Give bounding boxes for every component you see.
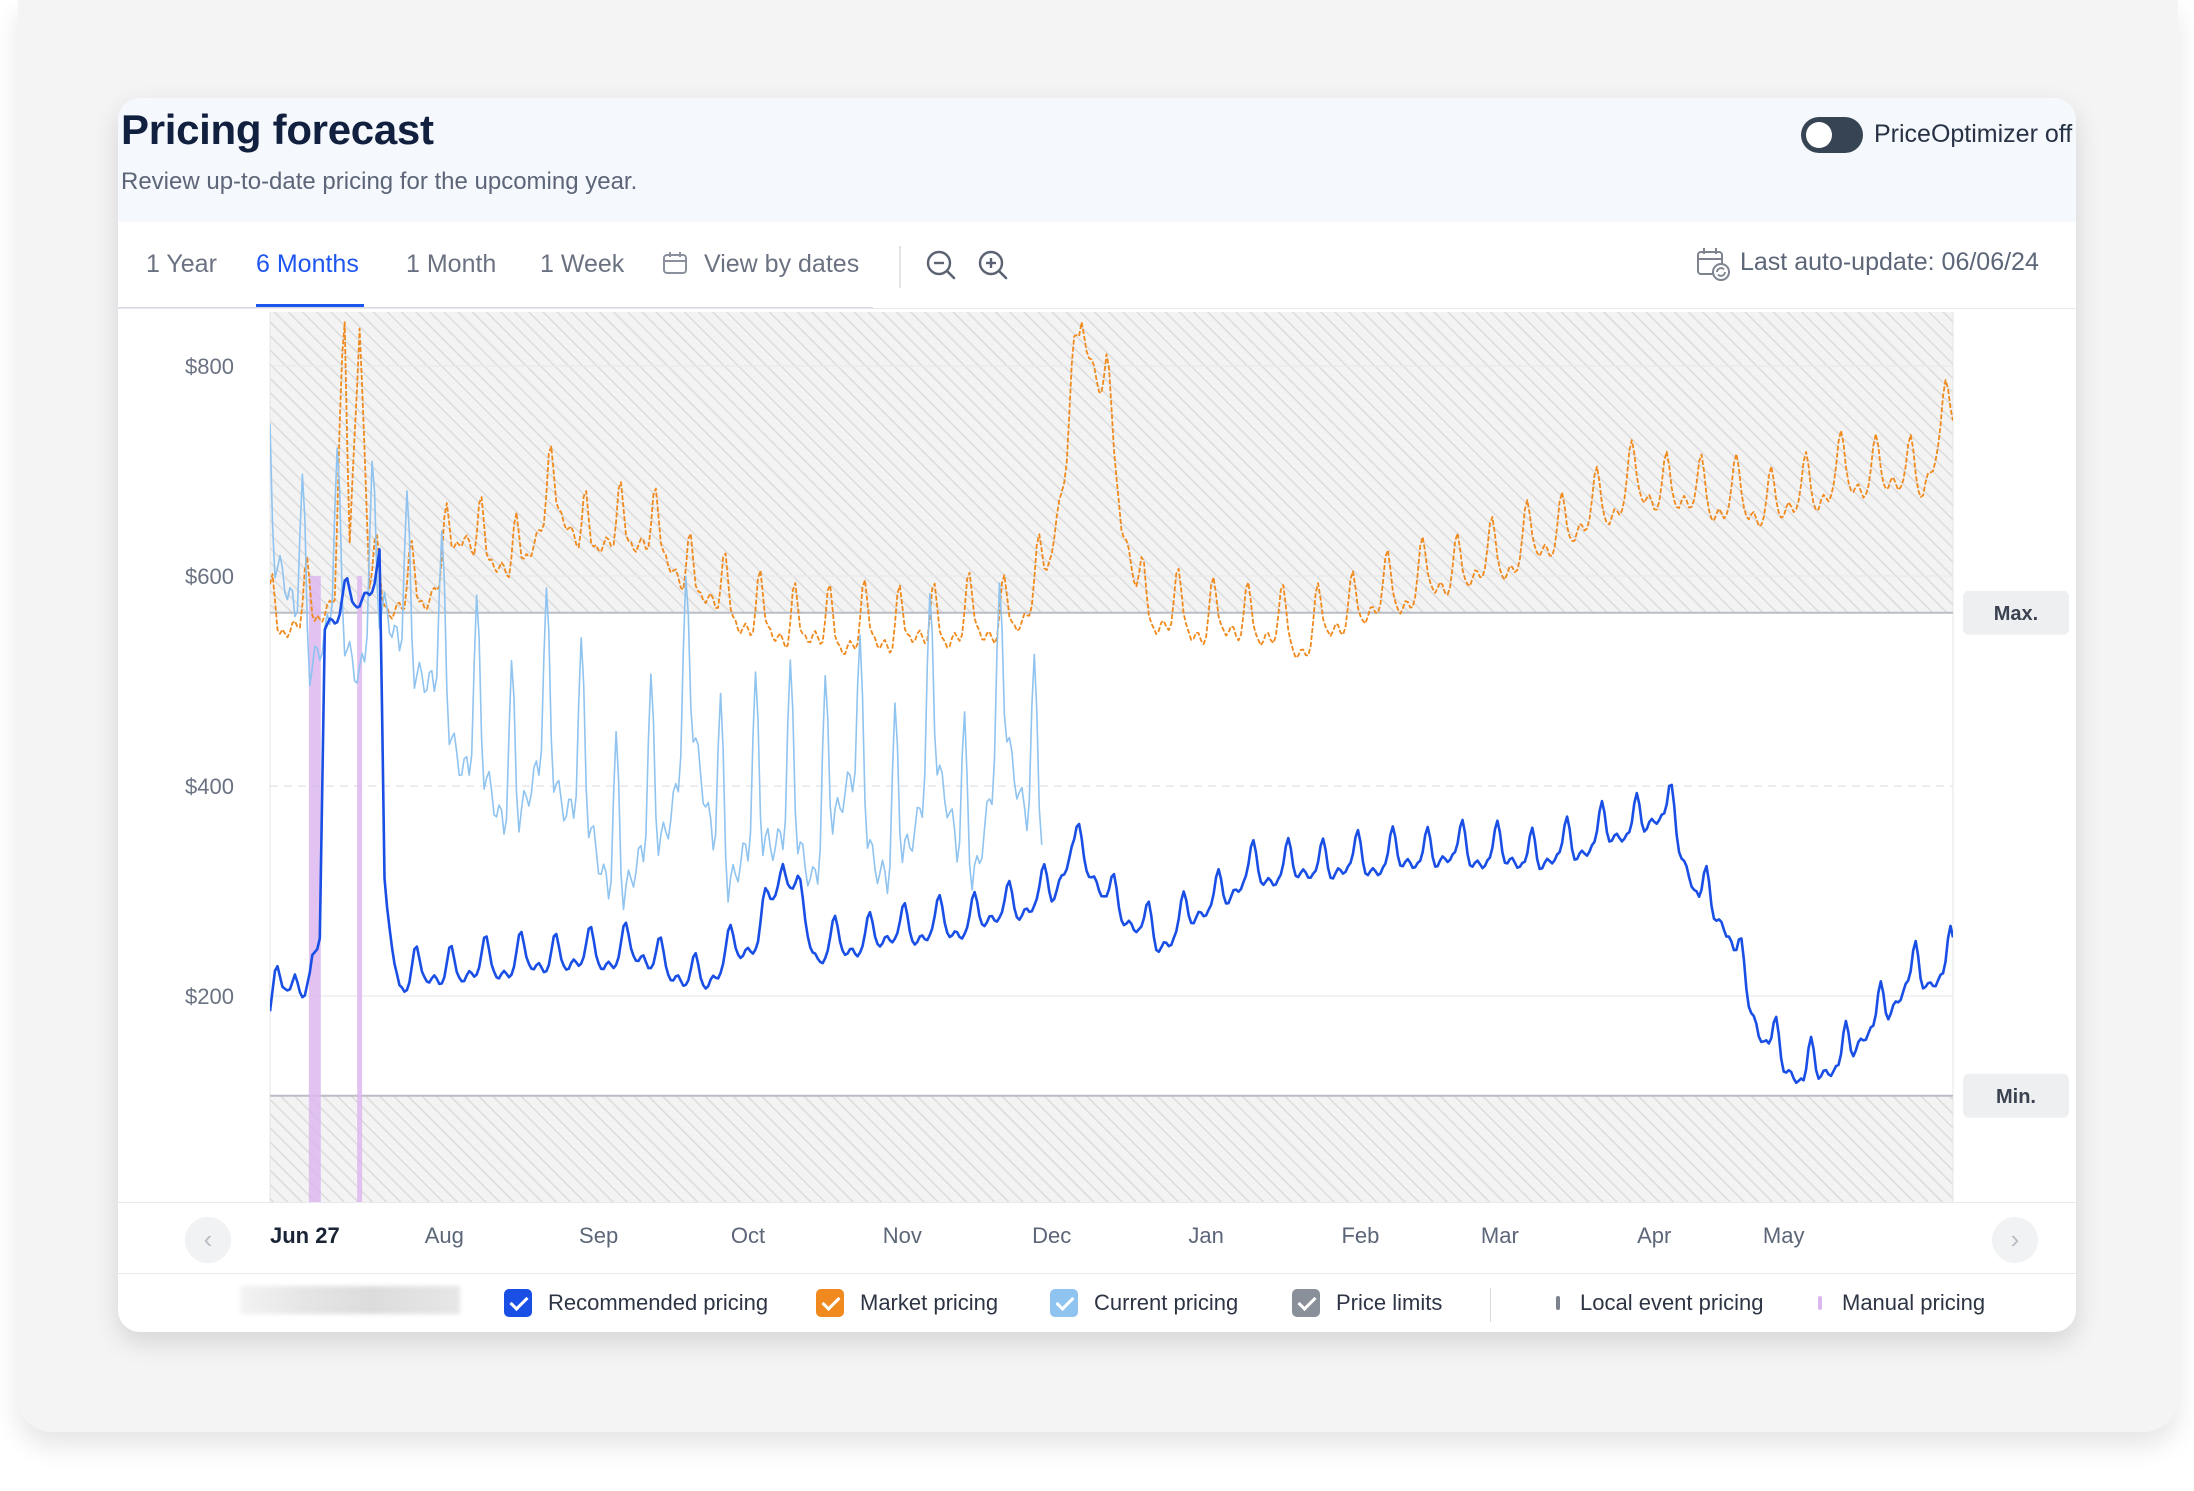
max-limit-chip	[1963, 590, 2069, 635]
legend-price-limits[interactable]: Price limits	[1292, 1288, 1442, 1318]
x-axis-label: Nov	[882, 1223, 922, 1248]
y-tick-label: $200	[185, 984, 234, 1009]
above-max-zone	[270, 312, 1953, 613]
blurred-placeholder	[240, 1286, 460, 1314]
toolbar-divider	[899, 246, 901, 288]
legend-market-pricing[interactable]: Market pricing	[816, 1288, 998, 1318]
tab-view-by-dates[interactable]: View by dates	[704, 250, 860, 278]
x-axis-label: Aug	[424, 1223, 464, 1248]
x-axis-label: May	[1762, 1223, 1805, 1248]
tabs-baseline	[118, 307, 873, 308]
legend-local-event-pricing: Local event pricing	[1556, 1288, 1763, 1318]
legend-manual-pricing: Manual pricing	[1818, 1288, 1985, 1318]
series-current-pricing	[270, 423, 1043, 911]
last-update-text: Last auto-update: 06/06/24	[1740, 248, 2039, 276]
y-tick-label: $600	[185, 564, 234, 589]
legend-label: Recommended pricing	[548, 1290, 769, 1315]
y-tick-label: $800	[185, 354, 234, 379]
y-tick-label: $400	[185, 774, 234, 799]
chart-legend: Recommended pricing Market pricing Curre…	[118, 1274, 2076, 1332]
next-period-button[interactable]: ›	[1992, 1217, 2038, 1263]
manual-pricing-marker	[1818, 1296, 1822, 1310]
x-axis-label: Apr	[1637, 1223, 1672, 1248]
tab-1-year[interactable]: 1 Year	[146, 250, 217, 278]
legend-label: Local event pricing	[1580, 1290, 1764, 1315]
legend-divider	[1490, 1288, 1491, 1322]
zoom-out-icon[interactable]	[924, 248, 958, 282]
legend-label: Market pricing	[860, 1290, 999, 1315]
price-limits-checkbox[interactable]	[1292, 1289, 1320, 1317]
prev-period-button[interactable]: ‹	[185, 1217, 231, 1263]
calendar-refresh-icon	[1697, 248, 1730, 281]
range-tabs: 1 Year 6 Months 1 Month 1 Week View by d…	[118, 222, 2076, 309]
price-optimizer-label: PriceOptimizer off	[1874, 120, 2073, 148]
zoom-in-icon[interactable]	[976, 248, 1010, 282]
current-pricing-checkbox[interactable]	[1050, 1289, 1078, 1317]
tab-1-week[interactable]: 1 Week	[540, 250, 625, 278]
price-optimizer-toggle[interactable]	[1801, 117, 1863, 153]
below-min-zone	[270, 1095, 1953, 1202]
x-axis-label: Jan	[1188, 1223, 1224, 1248]
active-tab-underline	[256, 304, 364, 307]
x-axis-label: Sep	[579, 1223, 619, 1248]
series-market-pricing	[270, 321, 1953, 659]
page-subtitle: Review up-to-date pricing for the upcomi…	[121, 168, 638, 195]
market-pricing-checkbox[interactable]	[816, 1289, 844, 1317]
legend-label: Current pricing	[1094, 1290, 1239, 1315]
legend-recommended-pricing[interactable]: Recommended pricing	[504, 1288, 768, 1318]
manual-pricing-bar	[357, 576, 363, 1202]
min-limit-chip	[1963, 1073, 2069, 1118]
card-header: Pricing forecast Review up-to-date prici…	[118, 98, 2076, 222]
recommended-pricing-checkbox[interactable]	[504, 1289, 532, 1317]
page-title: Pricing forecast	[121, 106, 434, 153]
manual-pricing-bar	[308, 576, 321, 1202]
x-axis-label: Dec	[1032, 1223, 1072, 1248]
x-axis-label: Jun 27	[270, 1223, 340, 1248]
series-recommended-pricing	[270, 548, 1953, 1085]
x-axis-label: Mar	[1480, 1223, 1519, 1248]
local-event-marker	[1556, 1296, 1560, 1310]
x-axis-label: Feb	[1341, 1223, 1380, 1248]
tab-1-month[interactable]: 1 Month	[406, 250, 497, 278]
x-axis-label: Oct	[730, 1223, 766, 1248]
legend-current-pricing[interactable]: Current pricing	[1050, 1288, 1238, 1318]
max-limit-label: Max.	[1994, 603, 2038, 625]
tab-6-months[interactable]: 6 Months	[256, 250, 359, 278]
legend-label: Manual pricing	[1842, 1290, 1986, 1315]
toggle-knob	[1806, 122, 1832, 148]
min-limit-label: Min.	[1996, 1086, 2036, 1108]
calendar-icon	[663, 252, 687, 274]
pricing-forecast-card: Pricing forecast Review up-to-date prici…	[118, 98, 2076, 1332]
x-axis-bar: ‹ Jun 27 Aug Sep Oct Nov Dec Jan Feb Mar Apr May ›	[118, 1202, 2076, 1274]
legend-label: Price limits	[1336, 1290, 1443, 1315]
pricing-chart: $800 $600 $400 $200 Max. Min.	[185, 312, 2069, 1202]
